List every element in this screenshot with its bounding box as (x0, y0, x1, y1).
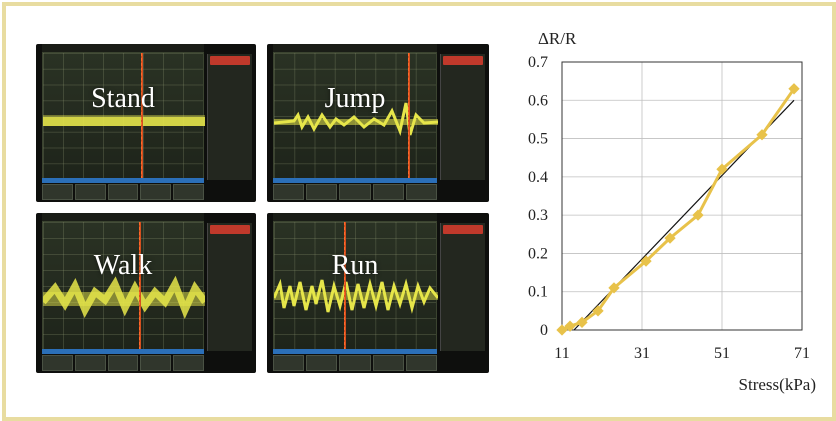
cursor-line (141, 53, 143, 179)
x-tick-label: 31 (634, 345, 650, 362)
x-tick-label: 71 (794, 345, 810, 362)
scope-topbar (273, 213, 437, 221)
data-points (556, 83, 800, 336)
scope-label-stand: Stand (91, 83, 155, 114)
data-point (716, 163, 728, 175)
trace-jump (274, 102, 438, 137)
brand-logo (443, 56, 483, 65)
scope-topbar (42, 213, 204, 221)
scope-statusbar (273, 178, 437, 183)
scope-sidepanel (440, 54, 485, 180)
x-tick-label: 11 (554, 345, 569, 362)
x-axis-label: Stress(kPa) (739, 375, 816, 394)
scope-softkeys (42, 184, 204, 200)
y-tick-label: 0 (540, 322, 548, 339)
scope-label-walk: Walk (93, 250, 153, 281)
brand-logo (443, 225, 483, 234)
data-point (692, 209, 704, 221)
y-tick-label: 0.7 (528, 54, 548, 71)
y-tick-label: 0.5 (528, 131, 548, 148)
scope-sidepanel (440, 223, 485, 351)
trace-run (274, 278, 438, 314)
y-tick-label: 0.4 (528, 169, 548, 186)
scope-jump: Jump (267, 44, 489, 202)
brand-logo (210, 225, 250, 234)
y-axis-label: ΔR/R (538, 29, 577, 48)
y-tick-labels: 0 0.1 0.2 0.3 0.4 0.5 0.6 0.7 (528, 54, 548, 339)
scope-stand: Stand (36, 44, 256, 202)
scope-screen: Run (273, 221, 438, 351)
scope-topbar (42, 44, 204, 52)
y-tick-label: 0.1 (528, 284, 548, 301)
scope-sidepanel (207, 54, 252, 180)
scope-grid (43, 53, 203, 179)
y-tick-label: 0.2 (528, 245, 548, 262)
trace-stand (43, 115, 205, 126)
scope-label-jump: Jump (324, 83, 386, 114)
scope-walk: Walk (36, 213, 256, 373)
scope-softkeys (42, 355, 204, 371)
scope-softkeys (273, 184, 438, 200)
cursor-line (408, 53, 410, 179)
scope-label-run: Run (331, 250, 379, 281)
scope-run: Run (267, 213, 489, 373)
scope-softkeys (273, 355, 438, 371)
stress-response-chart: 0 0.1 0.2 0.3 0.4 0.5 0.6 0.7 11 31 51 71 ΔR/R Str… (528, 29, 816, 394)
chart-grid (561, 61, 803, 331)
x-tick-label: 51 (714, 345, 730, 362)
scope-statusbar (273, 349, 437, 354)
trace-walk (43, 275, 205, 320)
scope-sidepanel (207, 223, 252, 351)
data-point (664, 232, 676, 244)
scope-topbar (273, 44, 437, 52)
x-tick-labels: 11 31 51 71 (554, 345, 810, 362)
data-point (788, 83, 800, 95)
scope-statusbar (42, 349, 204, 354)
cursor-line (344, 222, 346, 350)
y-tick-label: 0.3 (528, 207, 548, 224)
cursor-line (139, 222, 141, 350)
scope-statusbar (42, 178, 204, 183)
y-tick-label: 0.6 (528, 92, 548, 109)
plot-area-border (561, 61, 803, 331)
scope-screen: Stand (42, 52, 205, 180)
data-point (640, 255, 652, 267)
series-line (561, 87, 796, 332)
scope-screen: Jump (273, 52, 438, 180)
scope-screen: Walk (42, 221, 205, 351)
brand-logo (210, 56, 250, 65)
